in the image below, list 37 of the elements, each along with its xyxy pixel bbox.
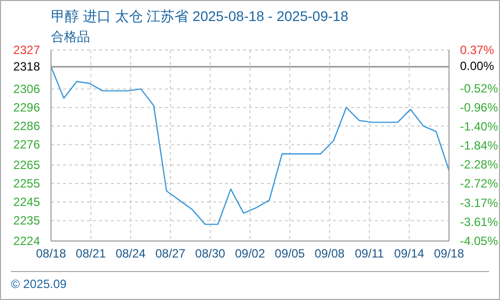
y-tick-label: 2286 (13, 119, 40, 134)
y2-tick-label: -2.72% (460, 176, 498, 191)
x-tick-label: 09/08 (314, 246, 345, 261)
y-tick-label: 2235 (13, 214, 40, 228)
line-series (51, 66, 449, 225)
x-tick-label: 08/18 (36, 246, 66, 261)
text: © 2025.09 (11, 277, 67, 291)
y-tick-label: 2255 (13, 176, 40, 191)
x-tick-label: 08/24 (116, 246, 146, 261)
y2-tick-label: -4.05% (460, 234, 498, 248)
y2-tick-label: -3.61% (460, 214, 498, 229)
x-tick-label: 09/02 (234, 246, 266, 261)
x-tick-label: 08/30 (195, 246, 226, 261)
y2-tick-label: -0.52% (460, 81, 498, 96)
y2-tick-label: 0.00% (460, 58, 494, 73)
x-tick-label: 09/05 (274, 246, 306, 261)
y2-tick-label: -1.84% (460, 138, 498, 152)
y-tick-label: 2327 (13, 43, 40, 57)
y-tick-label: 2318 (13, 60, 40, 74)
y2-tick-label: -2.28% (460, 158, 498, 172)
x-tick-label: 08/27 (155, 246, 186, 261)
y-tick-label: 2276 (13, 138, 40, 152)
y2-tick-label: -3.17% (460, 196, 498, 210)
y-tick-label: 2306 (13, 82, 40, 96)
y2-tick-label: -1.40% (460, 119, 498, 134)
y-tick-label: 2265 (13, 158, 40, 172)
x-tick-label: 08/21 (76, 246, 106, 261)
x-tick-label: 09/14 (394, 246, 425, 261)
chart-title: 甲醇 进口 太仓 江苏省 2025-08-18 - 2025-09-18 (51, 8, 348, 26)
chart-subtitle: 合格品 (51, 28, 90, 46)
y-tick-label: 2296 (13, 100, 40, 114)
y2-tick-label: 0.37% (460, 43, 494, 57)
y-tick-label: 2224 (13, 234, 40, 248)
y2-tick-label: -0.96% (460, 100, 498, 114)
x-tick-label: 09/11 (354, 246, 384, 261)
x-tick-label: 09/18 (434, 246, 464, 261)
y-tick-label: 2245 (13, 195, 40, 210)
